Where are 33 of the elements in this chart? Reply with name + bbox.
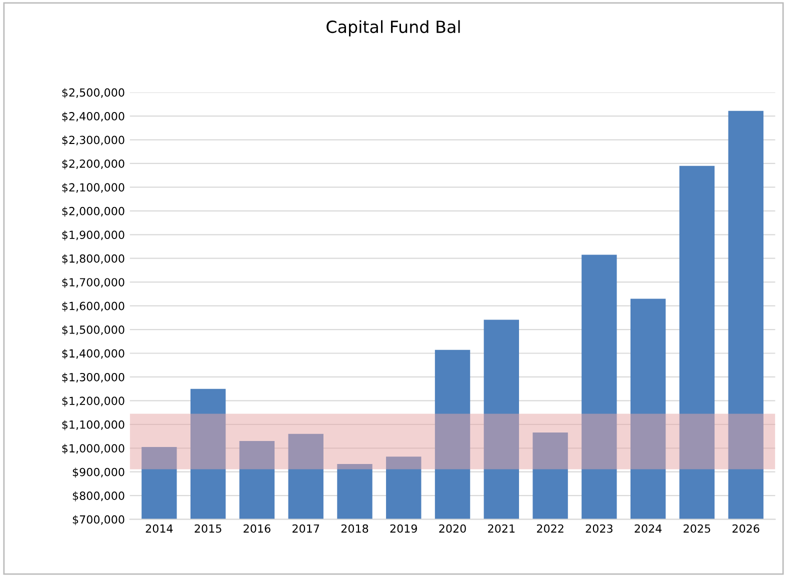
x-tick-label: 2015 [194, 524, 222, 533]
y-tick-label: $1,100,000 [62, 420, 124, 430]
y-tick-label: $2,300,000 [62, 136, 124, 146]
x-tick-label: 2014 [146, 524, 173, 533]
x-tick-label: 2021 [488, 524, 515, 533]
y-tick-label: $900,000 [72, 468, 124, 478]
y-tick-label: $700,000 [72, 515, 124, 526]
y-tick-label: $2,200,000 [62, 159, 124, 170]
chart-title: Capital Fund Bal [326, 20, 460, 36]
y-tick-label: $1,500,000 [62, 325, 124, 336]
x-tick-label: 2024 [634, 524, 662, 533]
x-tick-label: 2023 [586, 524, 612, 533]
y-tick-label: $1,400,000 [62, 349, 124, 360]
y-tick-label: $1,900,000 [62, 230, 124, 240]
y-tick-label: $1,300,000 [62, 372, 124, 383]
x-tick-label: 2026 [732, 524, 760, 533]
x-tick-label: 2020 [439, 524, 466, 533]
y-tick-label: $1,200,000 [62, 396, 124, 407]
y-tick-label: $2,400,000 [62, 112, 124, 122]
y-tick-label: $1,700,000 [62, 278, 124, 288]
x-tick-label: 2022 [536, 524, 564, 533]
x-tick-label: 2019 [390, 524, 417, 533]
x-tick-label: 2018 [341, 524, 368, 533]
y-tick-label: $800,000 [72, 491, 124, 502]
x-tick-label: 2016 [244, 524, 270, 533]
y-tick-label: $1,000,000 [62, 444, 124, 454]
y-tick-label: $2,500,000 [62, 88, 124, 98]
y-tick-label: $2,000,000 [62, 206, 124, 217]
y-tick-label: $2,100,000 [62, 182, 124, 194]
x-tick-label: 2025 [684, 524, 710, 533]
x-tick-label: 2017 [292, 524, 320, 533]
y-tick-label: $1,600,000 [62, 302, 124, 312]
y-tick-label: $1,800,000 [62, 254, 124, 264]
